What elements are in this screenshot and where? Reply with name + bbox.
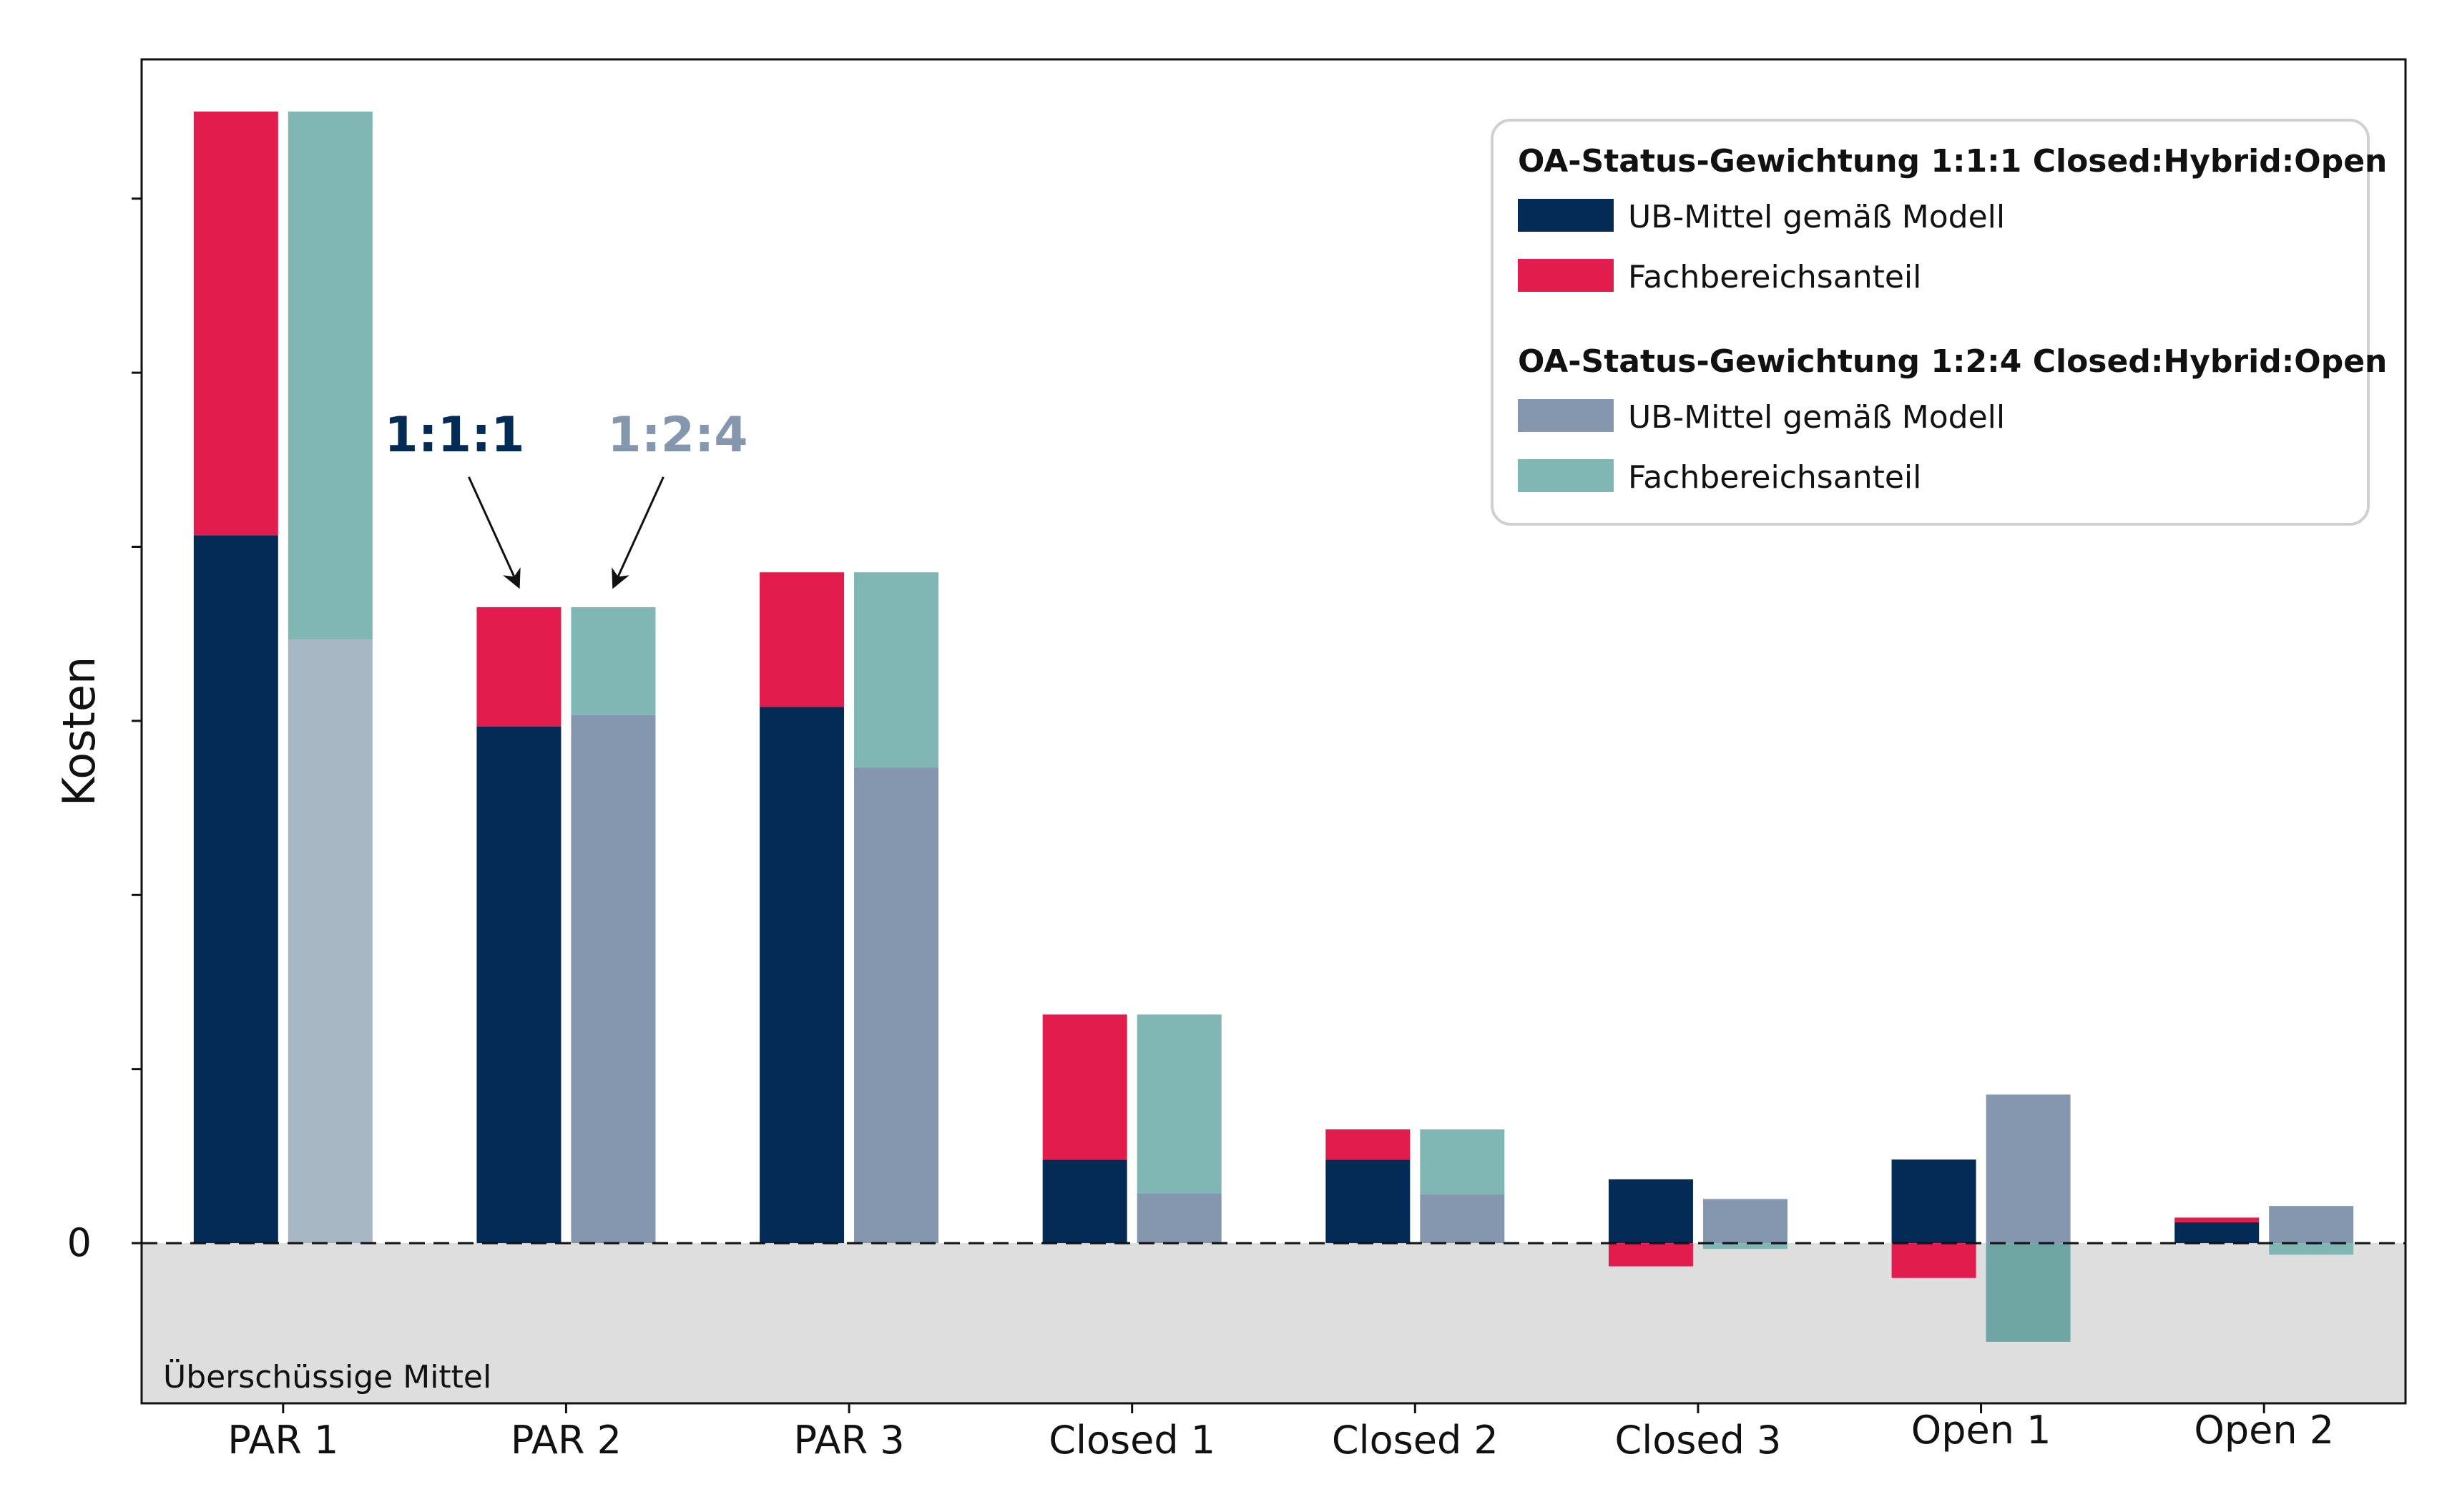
bar-closed-2-group2-ub-mittel-gem-modell-base xyxy=(1420,1194,1505,1244)
legend-heading-group2: OA-Status-Gewichtung 1:2:4 Closed:Hybrid… xyxy=(1518,343,2387,380)
bar-open-2-group2-fachbereichsanteil-share xyxy=(2269,1243,2354,1255)
bar-open-1-group2-ub-mittel-gem-modell-base xyxy=(1986,1094,2071,1244)
bar-closed-2-group2-fachbereichsanteil-share xyxy=(1420,1129,1505,1194)
x-tick-label-open-2: Open 2 xyxy=(2194,1408,2334,1453)
legend-heading-group1: OA-Status-Gewichtung 1:1:1 Closed:Hybrid… xyxy=(1518,143,2387,180)
bar-open-1-group1-fachbereichsanteil-share xyxy=(1891,1243,1976,1278)
legend-label-group2-base: UB-Mittel gemäß Modell xyxy=(1628,399,2005,436)
y-axis-title: Kosten xyxy=(53,657,105,807)
bar-par-2-group1-fachbereichsanteil-share xyxy=(476,607,562,727)
annotations: 1:1:1 1:2:4 xyxy=(384,407,748,589)
legend-swatch-group1-share xyxy=(1518,259,1614,292)
bar-closed-1-group1-ub-mittel-gem-modell-base xyxy=(1042,1159,1127,1244)
plot-frame xyxy=(140,58,2407,1405)
bar-closed-1-group1-fachbereichsanteil-share xyxy=(1042,1014,1127,1160)
shaded-region-label: Überschüssige Mittel xyxy=(163,1358,491,1395)
bar-open-2-group1-ub-mittel-gem-modell-base xyxy=(2174,1222,2260,1244)
annotation-0: 1:1:1 xyxy=(384,407,524,463)
legend-swatch-group2-base xyxy=(1518,399,1614,432)
bar-closed-2-group1-ub-mittel-gem-modell-base xyxy=(1325,1159,1411,1244)
legend-box xyxy=(1491,119,2370,526)
bar-par-1-group2-fachbereichsanteil-share xyxy=(288,112,373,640)
bar-par-3-group2-fachbereichsanteil-share xyxy=(854,572,939,767)
bar-par-1-group2-ub-mittel-gem-modell-base xyxy=(288,639,373,1244)
x-tick-label-par-2: PAR 2 xyxy=(511,1418,622,1463)
annotation-1: 1:2:4 xyxy=(607,407,747,463)
bar-open-2-group1-fachbereichsanteil-share xyxy=(2174,1217,2260,1222)
x-tick-label-closed-1: Closed 1 xyxy=(1049,1418,1215,1463)
bar-closed-3-group1-fachbereichsanteil-share xyxy=(1608,1243,1693,1267)
annotation-arrow-1 xyxy=(612,476,665,589)
bars xyxy=(193,112,2354,1342)
axes: 0 PAR 1 PAR 2 PAR 3 Closed 1 Closed 2 Closed 3… xyxy=(53,58,2407,1463)
bar-open-1-group1-ub-mittel-gem-modell-base xyxy=(1891,1159,1976,1244)
bar-par-2-group1-ub-mittel-gem-modell-base xyxy=(476,727,562,1244)
annotation-arrow-0 xyxy=(468,476,521,589)
x-tick-label-closed-2: Closed 2 xyxy=(1332,1418,1499,1463)
bar-par-1-group1-ub-mittel-gem-modell-base xyxy=(193,535,278,1244)
bar-par-3-group2-ub-mittel-gem-modell-base xyxy=(854,767,939,1244)
bar-closed-3-group1-ub-mittel-gem-modell-base xyxy=(1608,1179,1693,1244)
bar-par-1-group1-fachbereichsanteil-share xyxy=(193,112,278,536)
legend-label-group1-base: UB-Mittel gemäß Modell xyxy=(1628,199,2005,235)
bar-open-1-group2-fachbereichsanteil-share xyxy=(1986,1243,2071,1342)
bar-par-2-group2-fachbereichsanteil-share xyxy=(571,607,656,715)
bar-closed-2-group1-fachbereichsanteil-share xyxy=(1325,1129,1411,1160)
y-tick-label-0: 0 xyxy=(67,1220,92,1265)
legend-label-group2-share: Fachbereichsanteil xyxy=(1628,459,1921,496)
bar-par-3-group1-fachbereichsanteil-share xyxy=(760,572,845,707)
x-tick-label-open-1: Open 1 xyxy=(1911,1408,2051,1453)
legend-swatch-group2-share xyxy=(1518,459,1614,492)
legend: OA-Status-Gewichtung 1:1:1 Closed:Hybrid… xyxy=(1491,119,2387,526)
x-tick-label-closed-3: Closed 3 xyxy=(1614,1418,1781,1463)
x-tick-label-par-1: PAR 1 xyxy=(227,1418,338,1463)
bar-par-2-group2-ub-mittel-gem-modell-base xyxy=(571,715,656,1244)
bar-closed-1-group2-ub-mittel-gem-modell-base xyxy=(1137,1193,1222,1244)
bar-open-2-group2-ub-mittel-gem-modell-base xyxy=(2269,1206,2354,1244)
bar-closed-3-group2-ub-mittel-gem-modell-base xyxy=(1702,1199,1788,1244)
bar-par-3-group1-ub-mittel-gem-modell-base xyxy=(760,707,845,1244)
legend-swatch-group1-base xyxy=(1518,199,1614,232)
bar-closed-3-group2-fachbereichsanteil-share xyxy=(1702,1243,1788,1250)
bar-closed-1-group2-fachbereichsanteil-share xyxy=(1137,1014,1222,1194)
x-tick-label-par-3: PAR 3 xyxy=(794,1418,905,1463)
legend-label-group1-share: Fachbereichsanteil xyxy=(1628,259,1921,295)
